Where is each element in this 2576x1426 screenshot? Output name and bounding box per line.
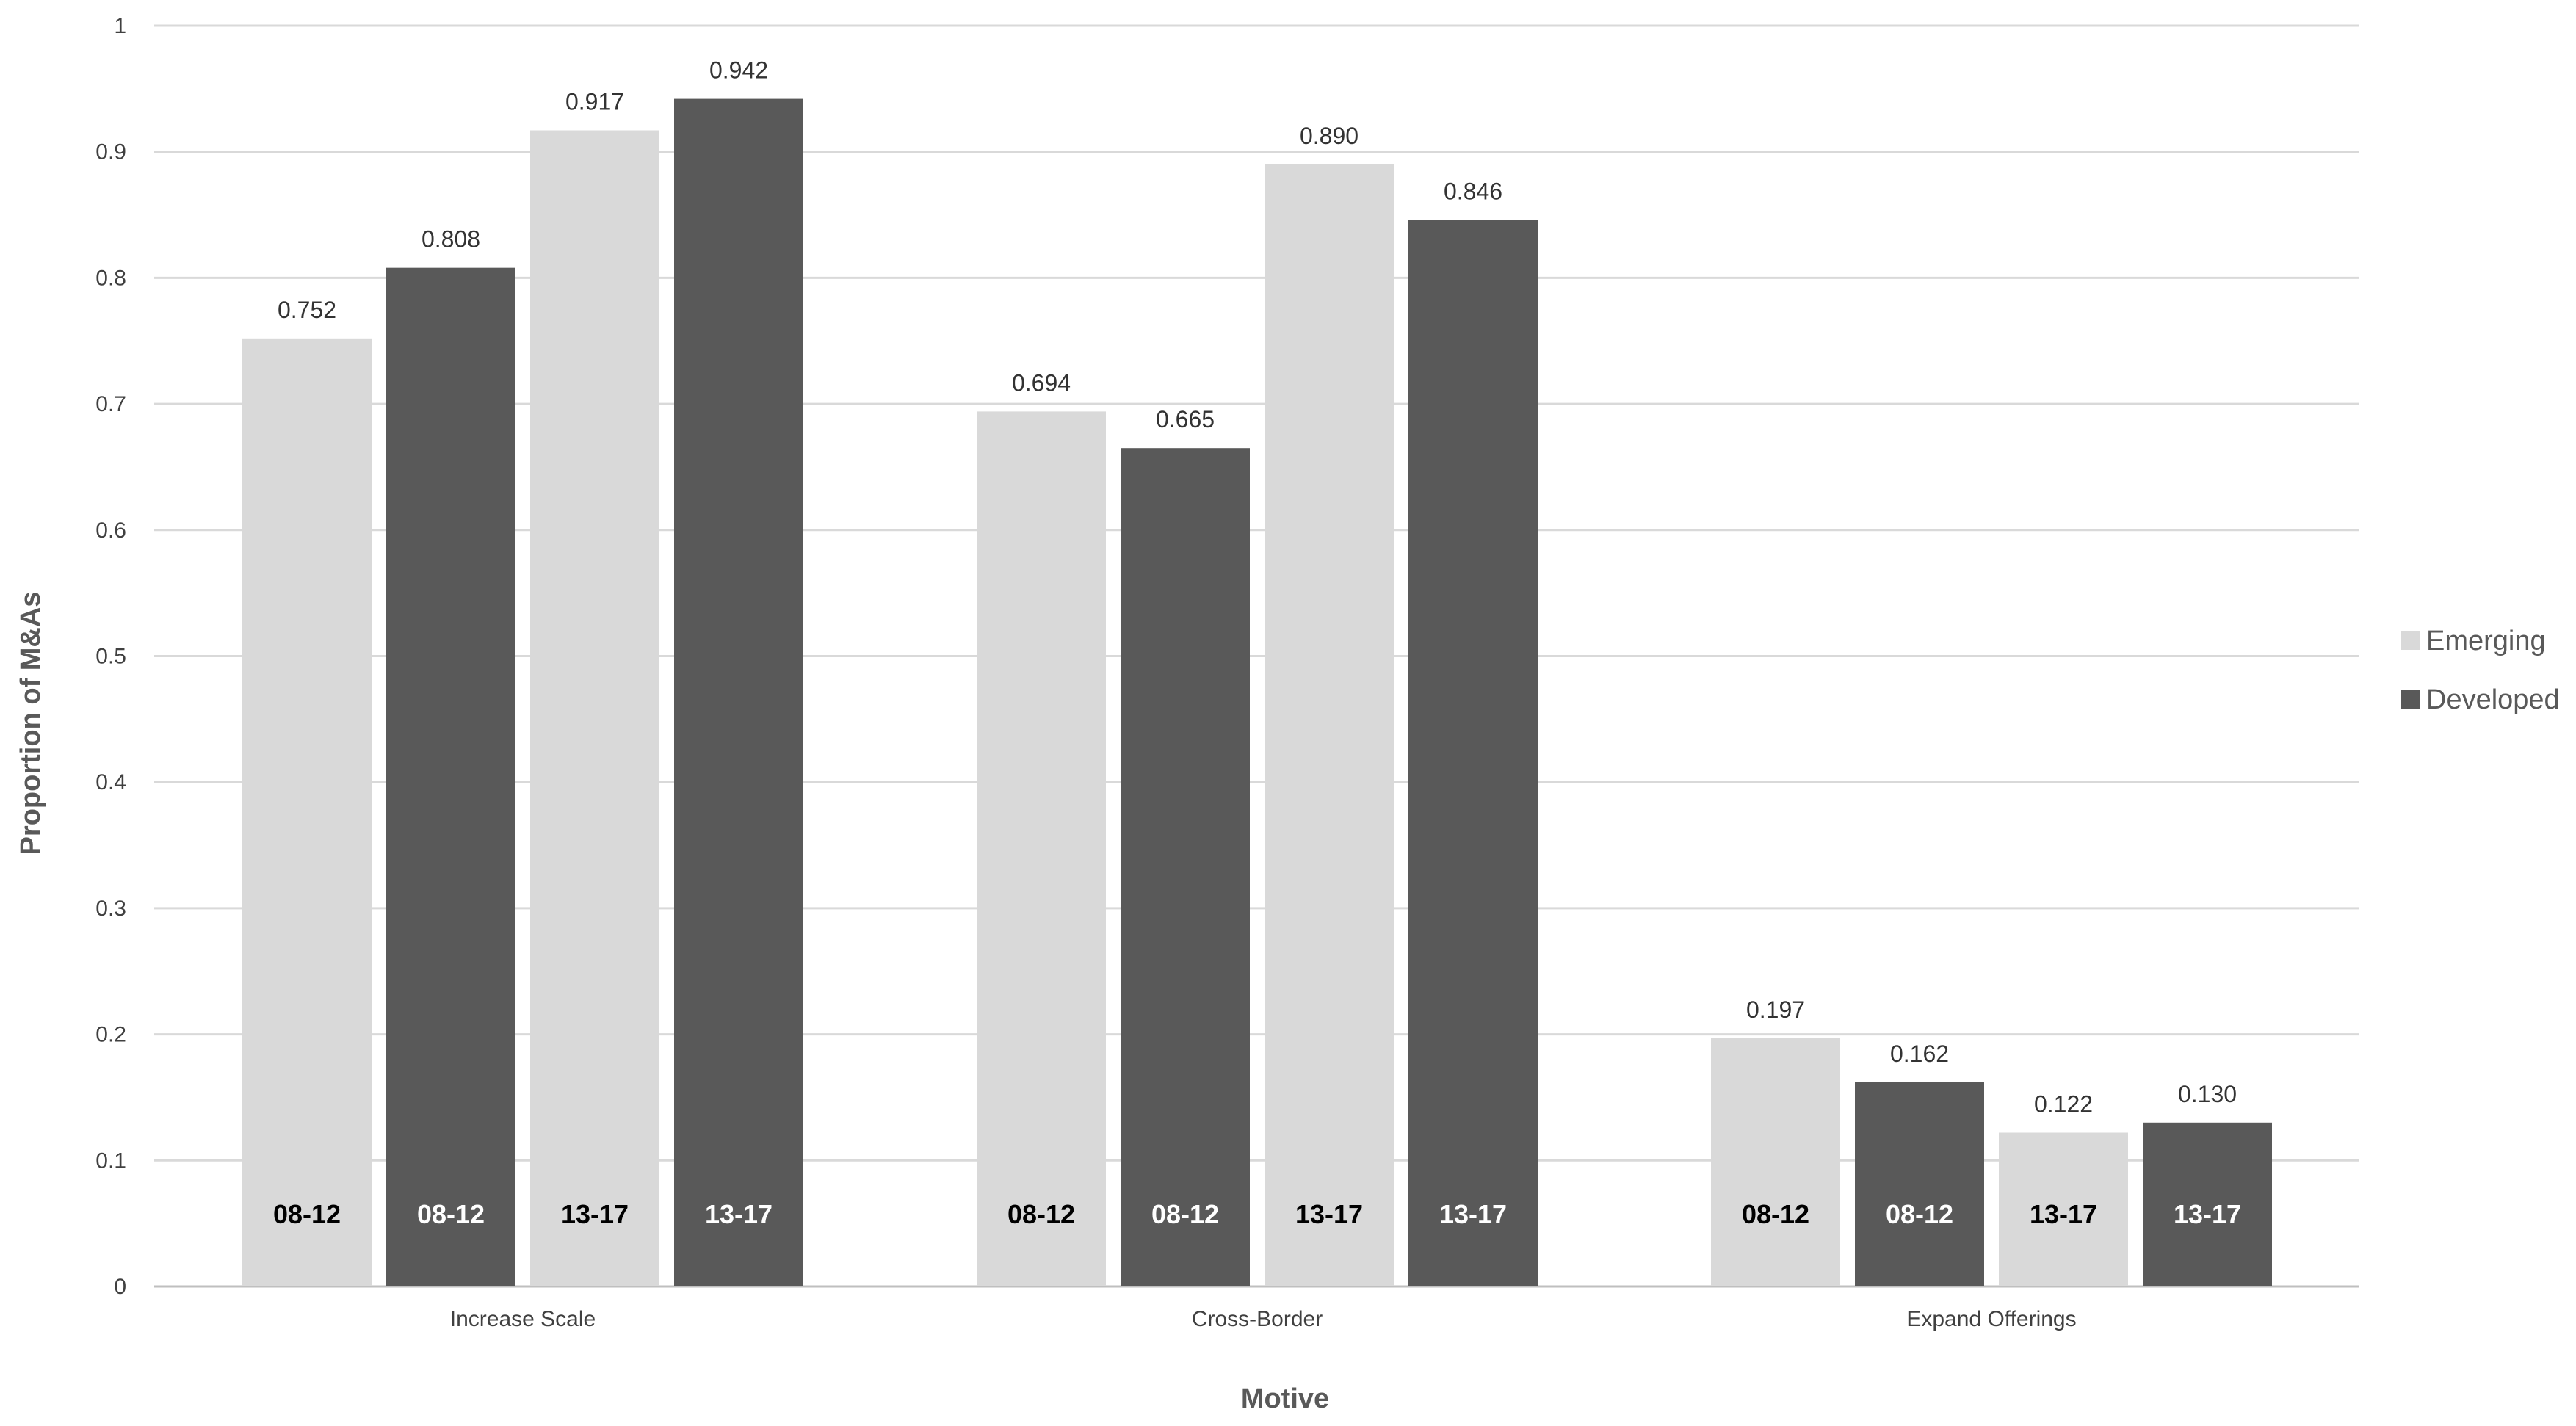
value-label: 0.162 xyxy=(1890,1040,1949,1067)
x-axis-categories: Increase Scale Cross-Border Expand Offerin… xyxy=(450,1307,2077,1331)
x-category-label: Increase Scale xyxy=(450,1307,596,1331)
value-labels: 0.752 08-12 0.808 08-12 0.917 13-17 0.942 13-17… xyxy=(273,57,2241,1229)
value-label: 0.942 xyxy=(709,57,768,84)
y-tick-label: 0.8 xyxy=(95,266,126,290)
bar-emerging-08-12 xyxy=(977,411,1106,1286)
period-label: 08-12 xyxy=(1007,1199,1075,1229)
y-tick-label: 1 xyxy=(114,14,126,38)
value-label: 0.890 xyxy=(1300,123,1358,149)
bar-emerging-13-17 xyxy=(1265,164,1394,1286)
x-axis-title: Motive xyxy=(1241,1383,1329,1414)
legend-swatch-emerging xyxy=(2401,631,2420,650)
y-tick-label: 0.7 xyxy=(95,392,126,416)
bar-developed-13-17 xyxy=(1408,220,1538,1287)
bar-developed-13-17 xyxy=(674,98,803,1287)
y-tick-label: 0.1 xyxy=(95,1148,126,1173)
y-tick-label: 0.2 xyxy=(95,1023,126,1047)
x-category-label: Expand Offerings xyxy=(1906,1307,2076,1331)
y-tick-label: 0.4 xyxy=(95,770,126,795)
value-label: 0.917 xyxy=(565,89,624,115)
y-axis-ticks: 0 0.1 0.2 0.3 0.4 0.5 0.6 0.7 0.8 0.9 1 xyxy=(95,14,126,1299)
y-tick-label: 0.5 xyxy=(95,645,126,669)
value-label: 0.122 xyxy=(2034,1091,2093,1118)
value-label: 0.694 xyxy=(1012,369,1071,396)
value-label: 0.846 xyxy=(1444,178,1502,204)
bar-developed-13-17 xyxy=(2143,1122,2272,1286)
bar-developed-08-12 xyxy=(386,267,515,1286)
bar-emerging-13-17 xyxy=(530,130,659,1287)
period-label: 13-17 xyxy=(2030,1199,2097,1229)
period-label: 08-12 xyxy=(273,1199,341,1229)
bar-emerging-08-12 xyxy=(1711,1038,1840,1286)
period-label: 08-12 xyxy=(1886,1199,1953,1229)
y-tick-label: 0.6 xyxy=(95,518,126,543)
bar-developed-08-12 xyxy=(1121,448,1250,1286)
period-label: 08-12 xyxy=(417,1199,485,1229)
legend-label-developed: Developed xyxy=(2426,684,2560,715)
period-label: 13-17 xyxy=(705,1199,773,1229)
value-label: 0.808 xyxy=(422,226,480,253)
y-tick-label: 0.3 xyxy=(95,897,126,921)
bar-developed-08-12 xyxy=(1855,1082,1984,1286)
period-label: 08-12 xyxy=(1742,1199,1809,1229)
period-label: 13-17 xyxy=(1295,1199,1363,1229)
y-axis-title: Proportion of M&As xyxy=(15,592,46,855)
gridlines xyxy=(154,24,2359,1288)
bars xyxy=(242,98,2272,1287)
bar-emerging-08-12 xyxy=(242,338,372,1286)
legend-swatch-developed xyxy=(2401,690,2420,709)
period-label: 08-12 xyxy=(1151,1199,1219,1229)
bar-emerging-13-17 xyxy=(1999,1132,2128,1286)
y-tick-label: 0.9 xyxy=(95,140,126,164)
value-label: 0.752 xyxy=(278,297,336,323)
x-category-label: Cross-Border xyxy=(1192,1307,1323,1331)
y-tick-label: 0 xyxy=(114,1275,126,1299)
period-label: 13-17 xyxy=(1439,1199,1507,1229)
value-label: 0.665 xyxy=(1156,406,1215,432)
value-label: 0.130 xyxy=(2178,1081,2237,1107)
period-label: 13-17 xyxy=(561,1199,629,1229)
value-label: 0.197 xyxy=(1746,996,1805,1023)
legend: Emerging Developed xyxy=(2401,626,2560,715)
legend-label-emerging: Emerging xyxy=(2426,626,2546,656)
period-label: 13-17 xyxy=(2174,1199,2241,1229)
